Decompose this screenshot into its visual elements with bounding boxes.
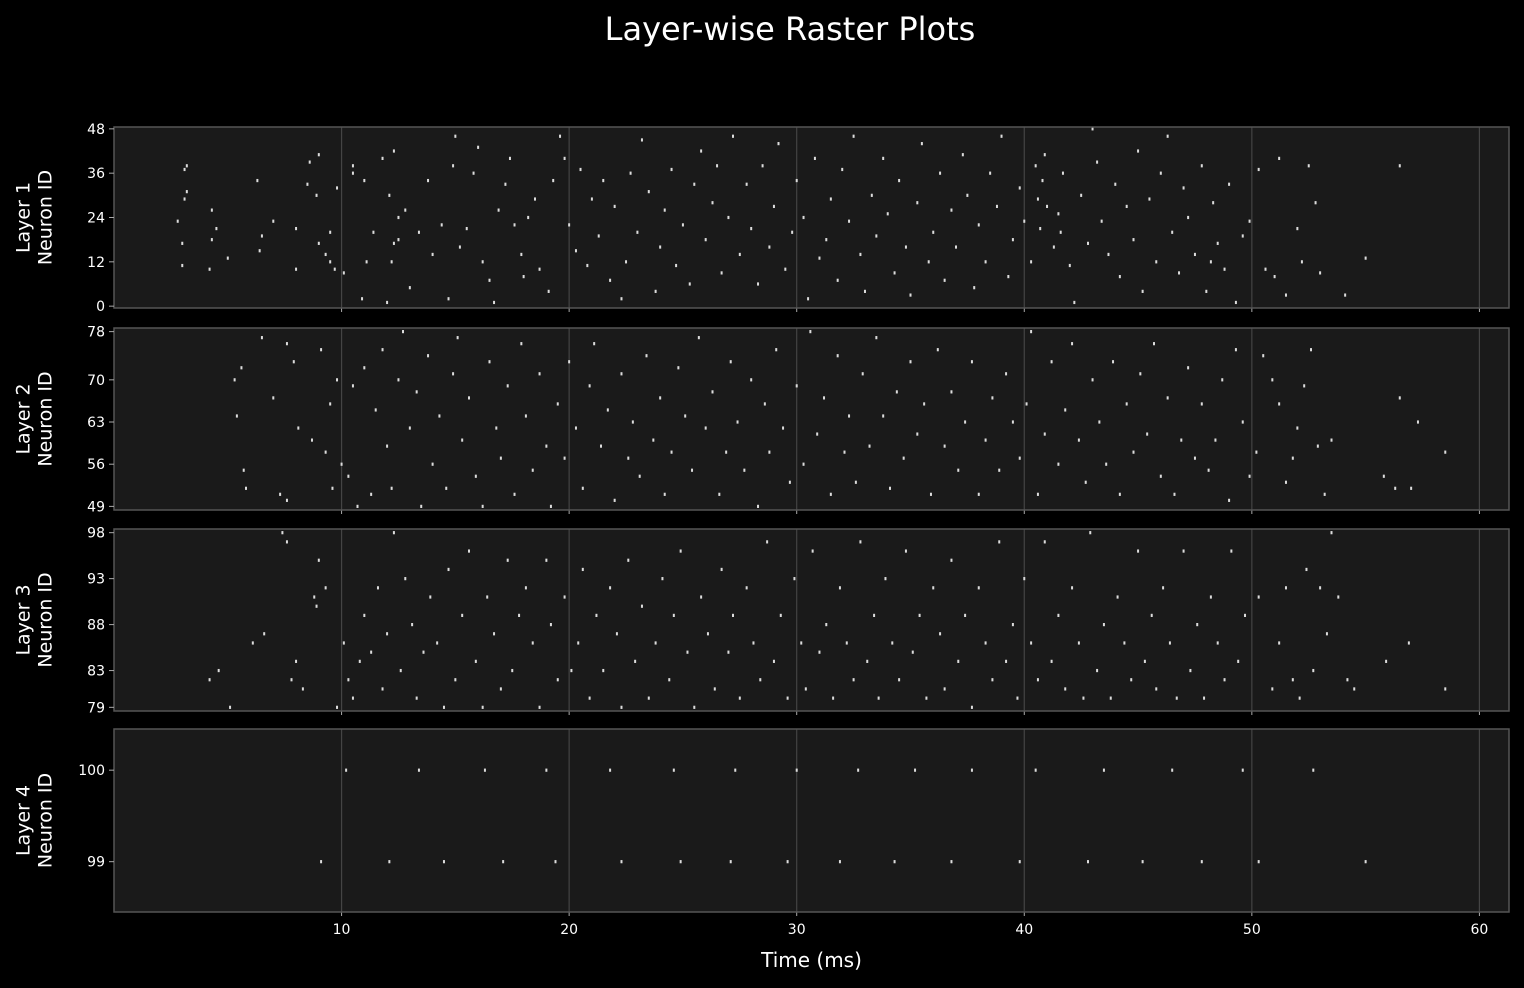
x-tick-label: 40 bbox=[1015, 922, 1033, 938]
axes-background bbox=[114, 328, 1509, 510]
axes-background bbox=[114, 729, 1509, 912]
y-tick-label: 88 bbox=[87, 618, 105, 634]
panel-layer-4: 99 100 Layer 4 Neuron ID 10 20 30 40 50 60 bbox=[13, 728, 1510, 938]
y-axis-label: Neuron ID bbox=[35, 572, 57, 667]
y-tick-label: 0 bbox=[96, 299, 105, 315]
x-tick-label: 10 bbox=[333, 922, 351, 938]
y-tick-label: 79 bbox=[87, 700, 105, 716]
axes-frame bbox=[113, 728, 1510, 913]
y-axis-label: Layer 3 bbox=[13, 584, 35, 655]
x-tick-label: 30 bbox=[788, 922, 806, 938]
y-axis-label: Layer 4 bbox=[13, 785, 35, 856]
panel-layer-3: 79 83 88 93 98 Layer 3 Neuron ID bbox=[13, 526, 1510, 716]
y-tick-label: 100 bbox=[78, 763, 105, 779]
y-tick-label: 63 bbox=[87, 415, 105, 431]
panel-layer-2: 49 56 63 70 78 Layer 2 Neuron ID bbox=[13, 325, 1510, 515]
x-tick-label: 50 bbox=[1243, 922, 1261, 938]
y-tick-label: 99 bbox=[87, 855, 105, 871]
y-tick-label: 49 bbox=[87, 499, 105, 515]
axes-background bbox=[114, 127, 1509, 308]
y-tick-label: 83 bbox=[87, 664, 105, 680]
y-tick-label: 93 bbox=[87, 572, 105, 588]
y-tick-label: 48 bbox=[87, 122, 105, 138]
y-tick-label: 12 bbox=[87, 255, 105, 271]
y-tick-label: 98 bbox=[87, 526, 105, 542]
y-axis-label: Layer 2 bbox=[13, 383, 35, 454]
chart-title: Layer-wise Raster Plots bbox=[604, 10, 976, 48]
y-tick-label: 36 bbox=[87, 166, 105, 182]
y-axis-label: Neuron ID bbox=[35, 371, 57, 466]
x-axis-label: Time (ms) bbox=[761, 948, 862, 972]
x-tick-label: 60 bbox=[1471, 922, 1489, 938]
y-tick-label: 24 bbox=[87, 211, 105, 227]
axes-frame bbox=[113, 528, 1510, 712]
y-tick-label: 70 bbox=[87, 373, 105, 389]
axes-background bbox=[114, 529, 1509, 711]
x-tick-label: 20 bbox=[560, 922, 578, 938]
y-axis-label: Layer 1 bbox=[13, 182, 35, 253]
y-axis-label: Neuron ID bbox=[35, 773, 57, 868]
y-tick-label: 56 bbox=[87, 457, 105, 473]
axes-frame bbox=[113, 327, 1510, 511]
y-axis-label: Neuron ID bbox=[35, 170, 57, 265]
y-tick-label: 78 bbox=[87, 325, 105, 341]
panel-layer-1: 0 12 24 36 48 Layer 1 Neuron ID bbox=[13, 122, 1510, 315]
